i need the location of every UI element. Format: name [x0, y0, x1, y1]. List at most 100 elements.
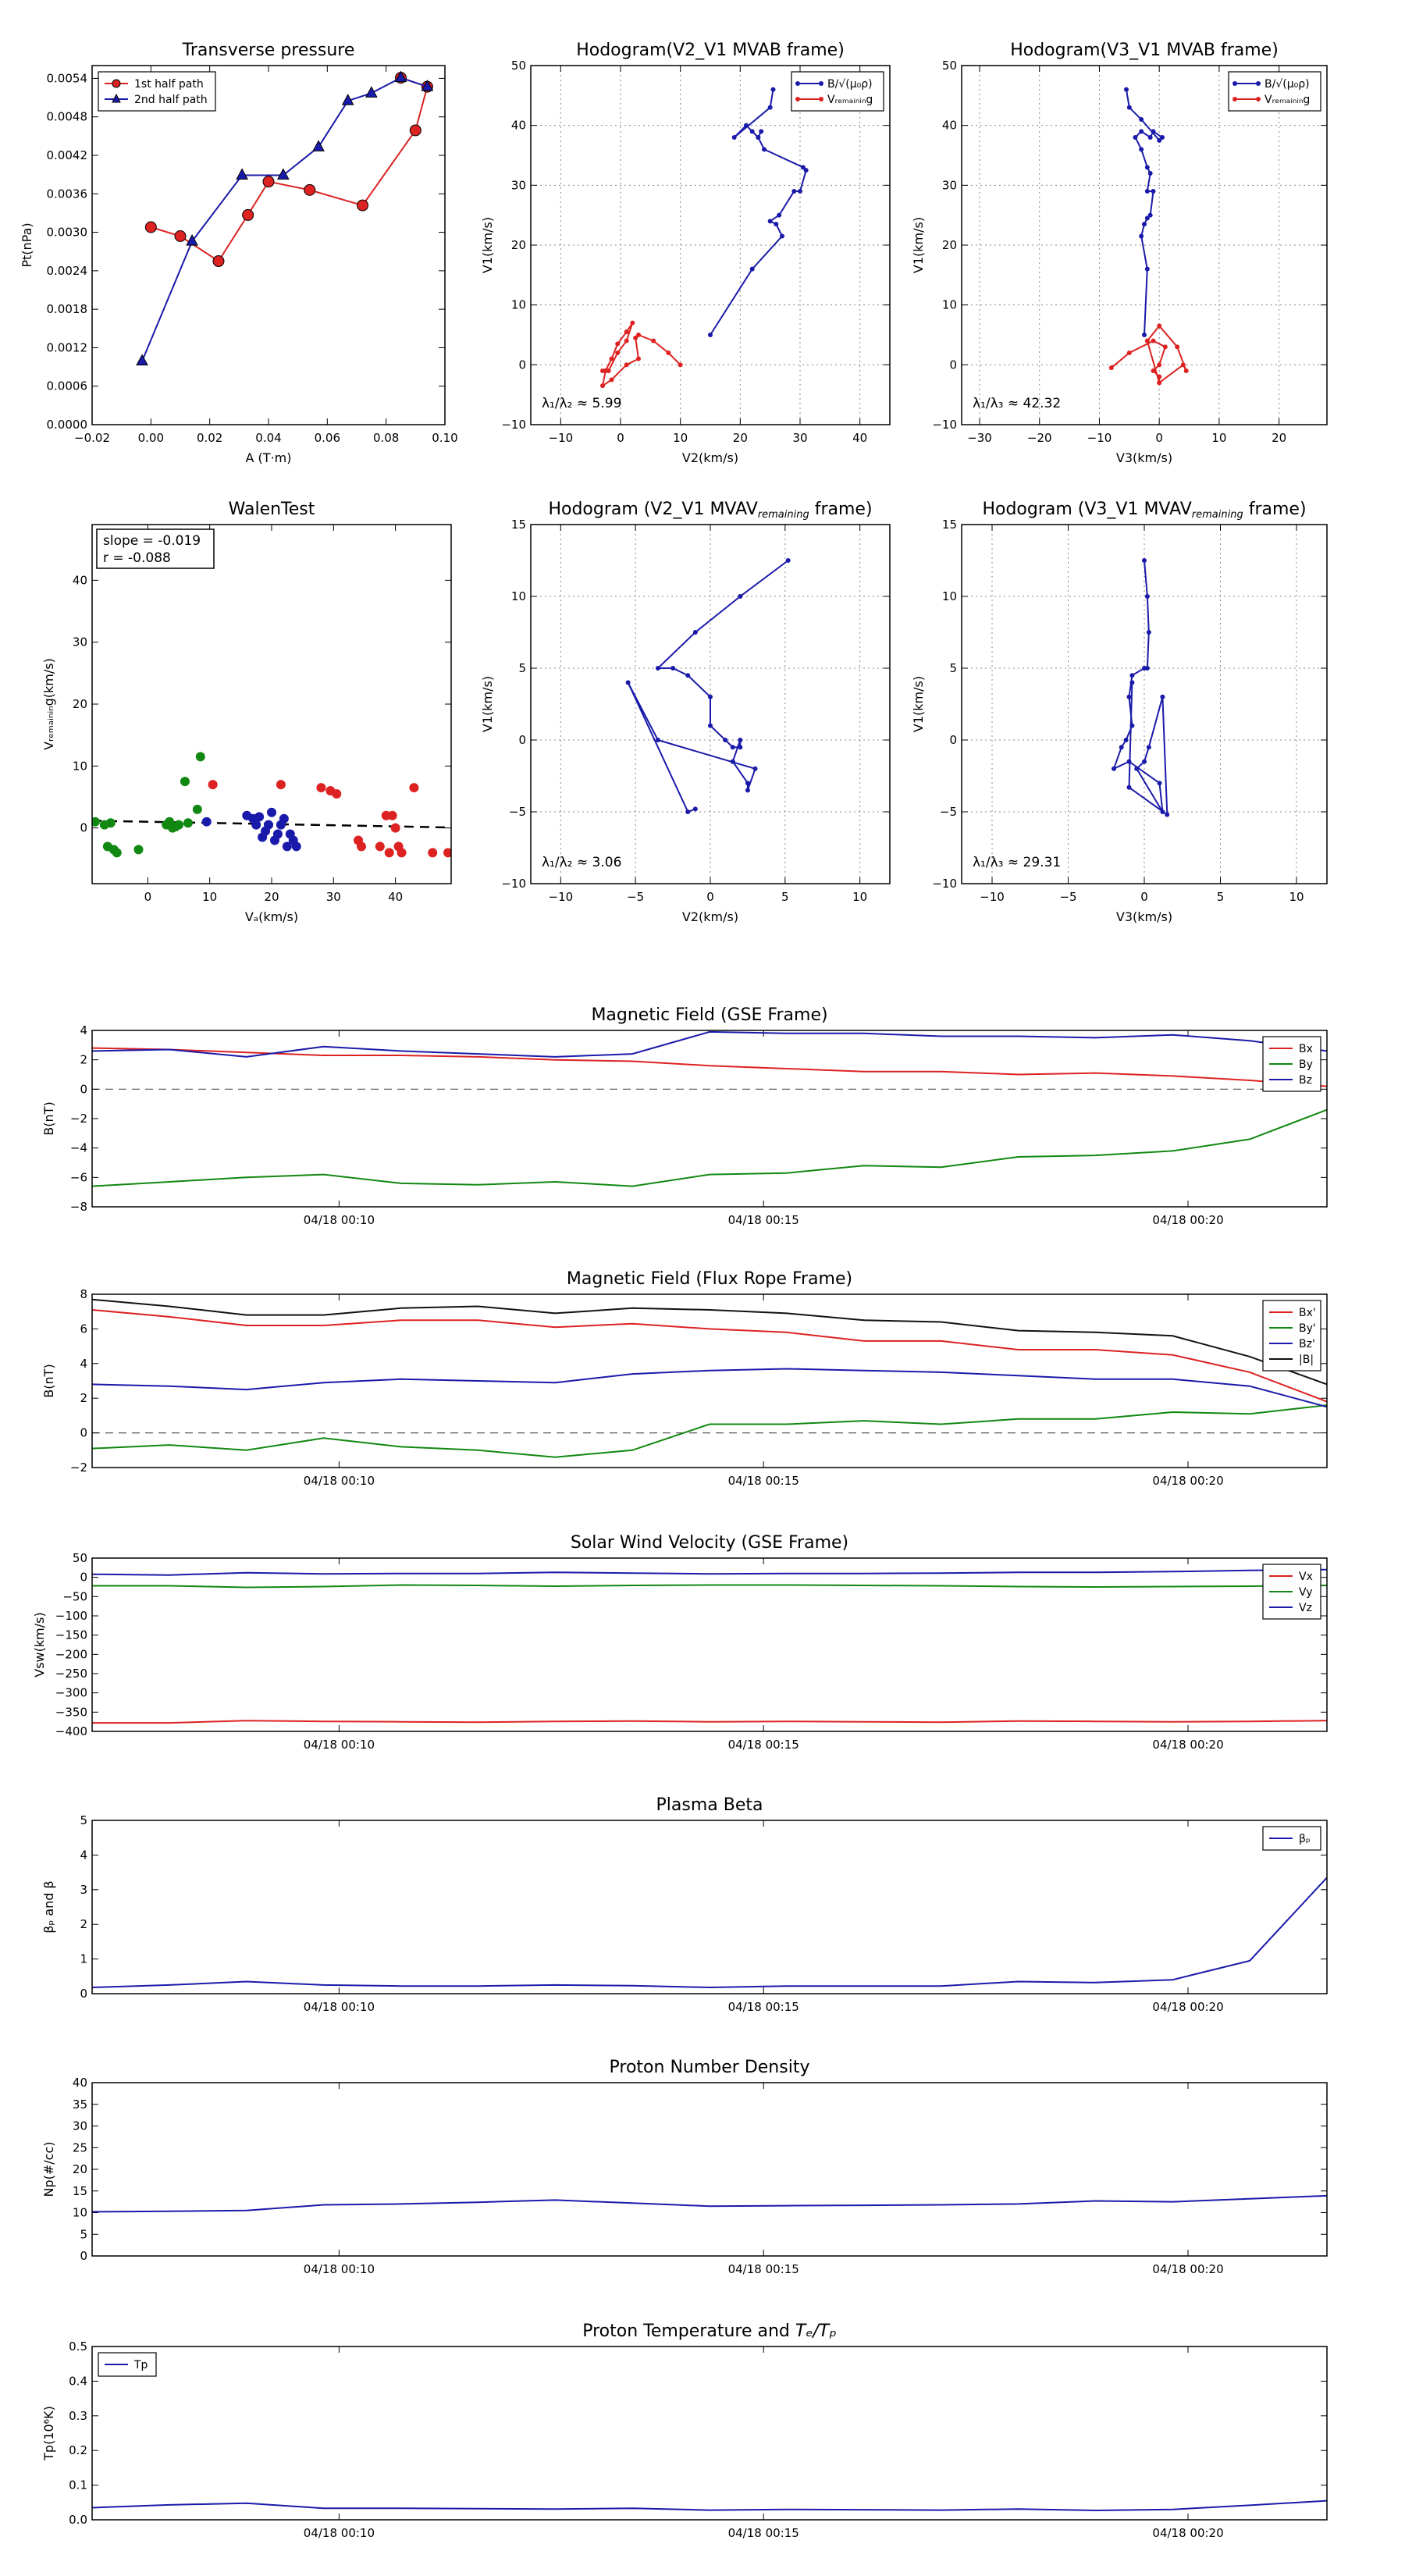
series-line-B: [710, 89, 807, 336]
series-line-Np: [92, 2194, 1327, 2213]
x-tick-label: −10: [549, 431, 574, 445]
data-point: [1165, 812, 1170, 817]
data-point: [655, 738, 660, 742]
data-point: [332, 789, 342, 799]
x-tick-label: 04/18 00:20: [1152, 2262, 1223, 2276]
x-tick-label: 04/18 00:15: [728, 1474, 799, 1488]
chart-hodo4: Hodogram (V3_V1 MVAVremaining frame) −10 −…: [911, 500, 1328, 924]
y-tick-label: 0.0000: [47, 418, 88, 432]
chart-title: Hodogram(V3_V1 MVAB frame): [1010, 41, 1279, 60]
y-tick-label: 2: [80, 1917, 87, 1931]
data-point: [1160, 809, 1165, 814]
data-point: [777, 212, 782, 218]
chart-title: Proton Number Density: [610, 2058, 810, 2077]
data-point: [251, 820, 261, 830]
chart-title: Magnetic Field (GSE Frame): [591, 1005, 827, 1025]
chart-transverse: Transverse pressure −0.02 0.00 0.02 0.04 0.06…: [20, 41, 458, 465]
y-axis-label: Vsw(km/s): [32, 1612, 47, 1677]
y-tick-label: 0: [518, 733, 526, 747]
chart-title-subscript: remaining: [1192, 509, 1243, 521]
y-tick-label: 15: [511, 518, 526, 532]
legend-marker: [1232, 81, 1237, 86]
data-point: [749, 266, 755, 272]
data-point: [745, 788, 750, 793]
y-tick-label: −5: [509, 805, 526, 819]
legend-label: Bz: [1299, 1074, 1312, 1087]
x-tick-label: 10: [852, 890, 867, 904]
data-series-group: [92, 752, 451, 858]
data-point: [762, 147, 767, 152]
data-point: [272, 829, 283, 839]
y-tick-label: 10: [511, 589, 526, 603]
data-series-group: [1108, 87, 1189, 386]
y-tick-label: 30: [511, 178, 526, 192]
x-tick-label: 0.02: [197, 431, 222, 445]
legend-label: |B|: [1299, 1354, 1314, 1366]
x-tick-label: 04/18 00:10: [304, 1213, 375, 1227]
data-point: [744, 123, 749, 128]
data-point: [1126, 694, 1132, 699]
data-point: [105, 818, 116, 828]
plot-frame: [530, 524, 891, 884]
data-point-triangle: [312, 140, 325, 151]
x-axis-label: A (T·m): [246, 450, 292, 465]
data-point: [731, 135, 737, 140]
x-axis-label: V2(km/s): [682, 909, 738, 924]
data-point-circle: [262, 176, 275, 188]
series-line-Vremaining: [601, 322, 681, 388]
y-tick-label: 5: [80, 1813, 87, 1827]
data-point: [666, 350, 671, 355]
y-tick-label: −10: [501, 877, 526, 891]
x-axis-label: V3(km/s): [1116, 450, 1172, 465]
data-point: [780, 233, 784, 239]
y-tick-label: 2: [80, 1053, 87, 1067]
data-point: [1126, 785, 1132, 790]
data-point: [1160, 135, 1165, 140]
data-point: [670, 666, 676, 671]
stats-box: [96, 528, 215, 569]
data-point: [803, 168, 809, 173]
legend-label: Bx: [1299, 1043, 1313, 1055]
data-point: [770, 87, 776, 92]
data-point: [606, 368, 611, 373]
plot-frame: [91, 65, 446, 425]
y-axis-label: V1(km/s): [911, 217, 926, 273]
data-point-circle: [409, 124, 422, 137]
x-tick-label: 0.10: [432, 431, 457, 445]
data-point: [600, 368, 605, 373]
data-point: [375, 841, 385, 852]
data-series-group: [625, 558, 791, 814]
data-point: [279, 813, 289, 824]
y-tick-label: 0.0018: [47, 302, 88, 316]
data-point: [384, 848, 394, 858]
x-tick-label: −10: [1087, 431, 1112, 445]
data-point: [1119, 745, 1124, 750]
y-tick-label: 0.0030: [47, 226, 88, 240]
x-tick-label: 0: [1155, 431, 1163, 445]
data-point: [1133, 135, 1138, 140]
data-point: [1157, 380, 1162, 386]
series-line-Vz: [92, 1568, 1327, 1576]
series-line-Bz: [92, 1030, 1327, 1058]
legend-marker: [1256, 97, 1261, 101]
legend-label: Vy: [1299, 1586, 1313, 1599]
data-point: [254, 812, 265, 822]
data-point: [1126, 350, 1132, 355]
data-point: [1151, 189, 1156, 194]
series-line-V: [1112, 560, 1168, 817]
y-tick-label: −50: [62, 1589, 87, 1603]
y-tick-label: 10: [73, 2206, 87, 2220]
x-tick-label: 04/18 00:15: [728, 2262, 799, 2276]
x-tick-label: 20: [1272, 431, 1286, 445]
x-tick-label: 04/18 00:10: [304, 1738, 375, 1752]
data-point: [1123, 738, 1129, 742]
data-point: [1129, 673, 1135, 678]
chart-hodo2: Hodogram(V3_V1 MVAB frame) −30 −20 −10 0 10 20…: [911, 41, 1328, 465]
legend-marker: [112, 93, 121, 103]
data-point: [759, 129, 764, 134]
eigenvalue-ratio-annotation: λ₁/λ₃ ≈ 42.32: [973, 396, 1061, 411]
x-tick-label: −5: [627, 890, 644, 904]
data-point: [723, 738, 728, 742]
data-point-triangle: [136, 354, 148, 366]
